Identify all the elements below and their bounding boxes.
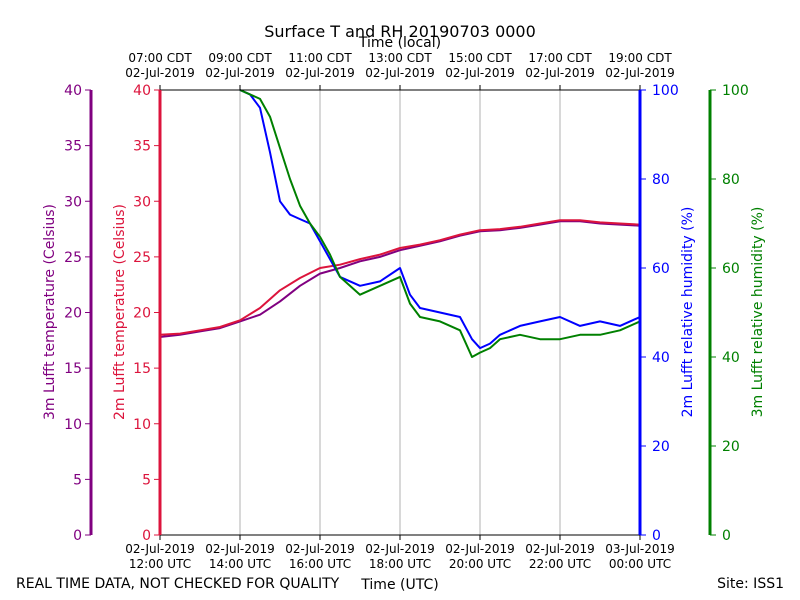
rh2m-tick-label: 20 — [652, 439, 670, 455]
rh2m-tick-label: 60 — [652, 261, 670, 277]
bottom-tick-label: 02-Jul-2019 — [125, 542, 195, 556]
bottom-tick-label: 22:00 UTC — [529, 557, 591, 571]
bottom-axis-label: Time (UTC) — [360, 577, 438, 593]
top-tick-label: 13:00 CDT — [368, 51, 432, 65]
t2m-tick-label: 30 — [133, 194, 151, 210]
t3m-tick-label: 15 — [64, 361, 82, 377]
rh3m-tick-label: 80 — [722, 172, 740, 188]
grid-lines — [239, 90, 561, 535]
rh3m-tick-label: 40 — [722, 350, 740, 366]
t2m-tick-label: 20 — [133, 306, 151, 322]
bottom-tick-label: 02-Jul-2019 — [205, 542, 275, 556]
bottom-tick-label: 00:00 UTC — [609, 557, 671, 571]
axes — [85, 85, 716, 540]
t3m-axis-label: 3m Lufft temperature (Celsius) — [42, 204, 58, 420]
t2m-tick-label: 0 — [142, 528, 151, 544]
t2m-tick-label: 35 — [133, 139, 151, 155]
rh3m-series-line — [239, 89, 641, 358]
top-tick-label: 15:00 CDT — [448, 51, 512, 65]
top-tick-label: 02-Jul-2019 — [365, 66, 435, 80]
rh3m-tick-label: 20 — [722, 439, 740, 455]
chart-title: Surface T and RH 20190703 0000 — [264, 22, 536, 41]
rh2m-tick-label: 40 — [652, 350, 670, 366]
t3m-tick-label: 30 — [64, 194, 82, 210]
t2m-axis-label: 2m Lufft temperature (Celsius) — [112, 204, 128, 420]
bottom-tick-label: 03-Jul-2019 — [605, 542, 675, 556]
bottom-tick-label: 18:00 UTC — [369, 557, 431, 571]
top-tick-label: 02-Jul-2019 — [605, 66, 675, 80]
bottom-tick-label: 02-Jul-2019 — [285, 542, 355, 556]
top-tick-label: 19:00 CDT — [608, 51, 672, 65]
t3m-tick-label: 35 — [64, 139, 82, 155]
top-tick-label: 02-Jul-2019 — [445, 66, 515, 80]
footer-site-label: Site: ISS1 — [717, 576, 784, 592]
rh2m-tick-label: 100 — [652, 83, 679, 99]
bottom-tick-label: 16:00 UTC — [289, 557, 351, 571]
rh3m-tick-label: 100 — [722, 83, 749, 99]
top-tick-label: 02-Jul-2019 — [525, 66, 595, 80]
rh3m-tick-label: 0 — [722, 528, 731, 544]
bottom-tick-label: 02-Jul-2019 — [445, 542, 515, 556]
t3m-series-line — [159, 220, 641, 338]
t3m-tick-label: 10 — [64, 417, 82, 433]
t3m-tick-label: 0 — [73, 528, 82, 544]
rh2m-axis-label: 2m Lufft relative humidity (%) — [680, 207, 696, 418]
t3m-tick-label: 5 — [73, 472, 82, 488]
bottom-tick-label: 02-Jul-2019 — [365, 542, 435, 556]
footer-quality-note: REAL TIME DATA, NOT CHECKED FOR QUALITY — [16, 576, 340, 592]
t3m-tick-label: 40 — [64, 83, 82, 99]
top-tick-label: 09:00 CDT — [208, 51, 272, 65]
rh2m-tick-label: 0 — [652, 528, 661, 544]
bottom-tick-label: 12:00 UTC — [129, 557, 191, 571]
top-tick-label: 11:00 CDT — [288, 51, 352, 65]
t2m-series-line — [159, 219, 641, 336]
top-axis-label: Time (local) — [358, 35, 441, 51]
t2m-tick-label: 25 — [133, 250, 151, 266]
bottom-tick-label: 02-Jul-2019 — [525, 542, 595, 556]
rh2m-series-line — [239, 89, 641, 350]
top-tick-label: 02-Jul-2019 — [285, 66, 355, 80]
rh3m-tick-label: 60 — [722, 261, 740, 277]
rh2m-tick-label: 80 — [652, 172, 670, 188]
t2m-tick-label: 15 — [133, 361, 151, 377]
rh3m-axis-label: 3m Lufft relative humidity (%) — [750, 207, 766, 418]
t2m-tick-label: 5 — [142, 472, 151, 488]
top-tick-label: 02-Jul-2019 — [205, 66, 275, 80]
t2m-tick-label: 10 — [133, 417, 151, 433]
top-tick-label: 02-Jul-2019 — [125, 66, 195, 80]
t3m-tick-label: 25 — [64, 250, 82, 266]
bottom-tick-label: 20:00 UTC — [449, 557, 511, 571]
top-tick-label: 07:00 CDT — [128, 51, 192, 65]
t2m-tick-label: 40 — [133, 83, 151, 99]
t3m-tick-label: 20 — [64, 306, 82, 322]
series-lines — [159, 89, 641, 358]
top-tick-label: 17:00 CDT — [528, 51, 592, 65]
bottom-tick-label: 14:00 UTC — [209, 557, 271, 571]
